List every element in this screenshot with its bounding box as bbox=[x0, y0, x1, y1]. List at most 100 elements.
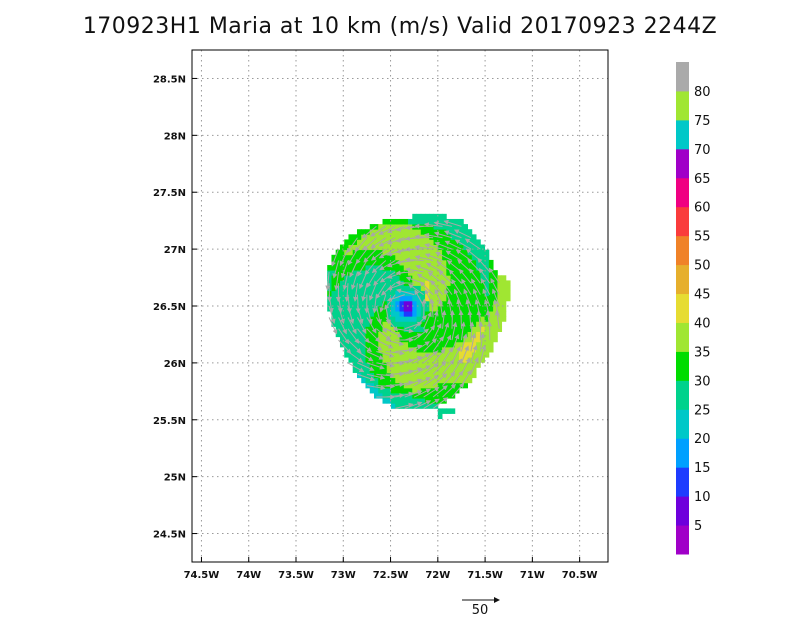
field-cell bbox=[437, 280, 443, 286]
field-cell bbox=[391, 229, 396, 235]
wind-vector bbox=[338, 339, 352, 354]
field-cell bbox=[467, 295, 473, 302]
field-cell bbox=[378, 244, 383, 251]
field-cell bbox=[420, 229, 426, 235]
x-tick-label: 72W bbox=[425, 570, 450, 581]
field-cell bbox=[352, 331, 358, 338]
wind-vector bbox=[463, 288, 472, 307]
field-cell bbox=[420, 403, 426, 409]
field-cell bbox=[493, 280, 498, 286]
colorbar-box bbox=[676, 525, 689, 555]
field-cell bbox=[361, 290, 366, 297]
field-cell bbox=[450, 300, 456, 307]
wind-vector bbox=[423, 398, 440, 409]
field-cell bbox=[484, 326, 490, 332]
field-cell bbox=[386, 290, 392, 297]
field-cell bbox=[391, 234, 396, 240]
field-cell bbox=[399, 300, 405, 307]
colorbar-label: 15 bbox=[694, 461, 711, 476]
field-cell bbox=[348, 239, 354, 245]
field-cell bbox=[399, 377, 405, 384]
field-cell bbox=[433, 280, 439, 286]
y-tick-label: 27.5N bbox=[153, 188, 186, 199]
field-cell bbox=[412, 270, 417, 276]
field-cell bbox=[412, 275, 417, 281]
field-cell bbox=[420, 341, 426, 348]
field-cell bbox=[408, 382, 413, 389]
field-cell bbox=[480, 357, 486, 363]
field-cell bbox=[348, 352, 354, 358]
field-cell bbox=[471, 270, 477, 276]
field-cell bbox=[365, 331, 371, 338]
field-cell bbox=[382, 254, 388, 261]
field-cell bbox=[361, 280, 366, 286]
field-cell bbox=[446, 357, 451, 363]
field-cell bbox=[463, 326, 468, 332]
field-cell bbox=[454, 352, 460, 358]
field-cell bbox=[437, 285, 443, 292]
field-cell bbox=[399, 357, 405, 363]
colorbar: 5 10 15 20 25 30 35 40 45 50 55 60 65 70 75 80 bbox=[676, 62, 711, 555]
field-cell bbox=[412, 398, 417, 404]
field-cell bbox=[352, 316, 358, 322]
field-cell bbox=[442, 408, 447, 414]
wind-vector bbox=[427, 271, 443, 284]
field-cell bbox=[391, 403, 396, 409]
wind-vector bbox=[471, 278, 481, 295]
field-cell bbox=[446, 367, 451, 373]
field-cell bbox=[425, 218, 430, 225]
field-cell bbox=[378, 377, 383, 384]
field-cell bbox=[378, 290, 383, 297]
field-cell bbox=[433, 270, 439, 276]
field-cell bbox=[356, 336, 362, 343]
field-cell bbox=[425, 280, 430, 286]
wind-vector bbox=[451, 278, 462, 295]
field-cell bbox=[369, 285, 375, 292]
field-cell bbox=[450, 224, 456, 230]
field-cell bbox=[476, 362, 481, 368]
field-cell bbox=[484, 275, 490, 281]
field-cell bbox=[403, 290, 409, 297]
wind-vector bbox=[346, 237, 358, 254]
field-cell bbox=[374, 259, 379, 266]
field-cell bbox=[433, 285, 439, 292]
field-cell bbox=[412, 372, 417, 379]
wind-vector bbox=[415, 264, 434, 273]
field-cell bbox=[416, 239, 422, 245]
field-cell bbox=[420, 387, 426, 394]
wind-vector bbox=[465, 299, 472, 318]
wind-vector bbox=[469, 321, 475, 341]
wind-vector bbox=[447, 298, 453, 318]
field-cell bbox=[395, 295, 400, 302]
field-cell bbox=[437, 311, 443, 317]
wind-speed-field bbox=[327, 213, 511, 420]
field-cell bbox=[450, 265, 456, 271]
field-cell bbox=[493, 331, 498, 338]
field-cell bbox=[412, 362, 417, 368]
field-cell bbox=[408, 372, 413, 379]
field-cell bbox=[467, 341, 473, 348]
field-cell bbox=[391, 249, 396, 256]
field-cell bbox=[450, 229, 456, 235]
field-cell bbox=[433, 367, 439, 373]
colorbar-label: 80 bbox=[694, 85, 711, 100]
field-cell bbox=[446, 306, 451, 312]
wind-vector bbox=[385, 328, 403, 338]
field-cell bbox=[488, 295, 494, 302]
field-cell bbox=[420, 372, 426, 379]
field-cell bbox=[471, 254, 477, 261]
wind-vector bbox=[454, 239, 472, 250]
field-cell bbox=[399, 367, 405, 373]
field-cell bbox=[446, 280, 451, 286]
wind-vector bbox=[433, 231, 453, 239]
field-cell bbox=[412, 280, 417, 286]
wind-vector bbox=[366, 373, 386, 380]
field-cell bbox=[356, 280, 362, 286]
field-cell bbox=[361, 316, 366, 322]
field-cell bbox=[378, 234, 383, 240]
field-cell bbox=[463, 316, 468, 322]
wind-vector bbox=[442, 383, 457, 398]
field-cell bbox=[476, 285, 481, 292]
field-cell bbox=[437, 229, 443, 235]
wind-vector bbox=[338, 317, 347, 335]
